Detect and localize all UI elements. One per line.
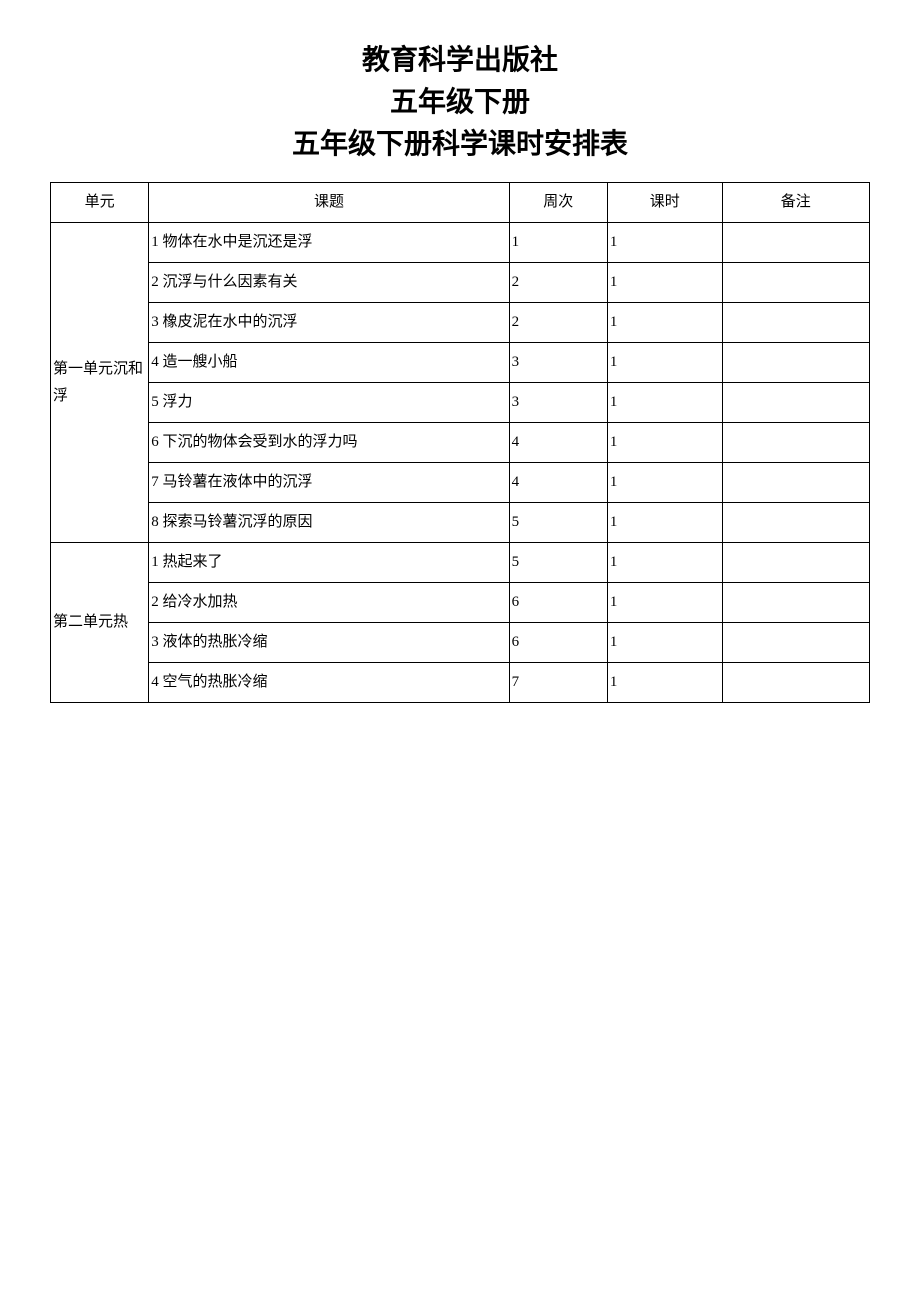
table-header-row: 单元 课题 周次 课时 备注	[51, 183, 870, 223]
topic-cell: 8 探索马铃薯沉浮的原因	[149, 503, 509, 543]
week-cell: 1	[509, 223, 607, 263]
week-cell: 4	[509, 423, 607, 463]
period-cell: 1	[607, 223, 722, 263]
title-block: 教育科学出版社 五年级下册 五年级下册科学课时安排表	[50, 40, 870, 166]
topic-cell: 4 造一艘小船	[149, 343, 509, 383]
unit-cell: 第二单元热	[51, 543, 149, 703]
table-row: 8 探索马铃薯沉浮的原因51	[51, 503, 870, 543]
table-row: 6 下沉的物体会受到水的浮力吗41	[51, 423, 870, 463]
note-cell	[722, 303, 869, 343]
note-cell	[722, 223, 869, 263]
table-row: 2 沉浮与什么因素有关21	[51, 263, 870, 303]
table-row: 3 橡皮泥在水中的沉浮21	[51, 303, 870, 343]
title-line-3: 五年级下册科学课时安排表	[50, 124, 870, 166]
period-cell: 1	[607, 543, 722, 583]
title-line-2: 五年级下册	[50, 82, 870, 124]
table-row: 第二单元热1 热起来了51	[51, 543, 870, 583]
table-body: 第一单元沉和浮1 物体在水中是沉还是浮112 沉浮与什么因素有关213 橡皮泥在…	[51, 223, 870, 703]
week-cell: 2	[509, 303, 607, 343]
table-row: 4 造一艘小船31	[51, 343, 870, 383]
week-cell: 3	[509, 383, 607, 423]
week-cell: 5	[509, 503, 607, 543]
table-row: 7 马铃薯在液体中的沉浮41	[51, 463, 870, 503]
week-cell: 3	[509, 343, 607, 383]
period-cell: 1	[607, 623, 722, 663]
note-cell	[722, 463, 869, 503]
table-row: 第一单元沉和浮1 物体在水中是沉还是浮11	[51, 223, 870, 263]
period-cell: 1	[607, 423, 722, 463]
table-row: 4 空气的热胀冷缩71	[51, 663, 870, 703]
title-line-1: 教育科学出版社	[50, 40, 870, 82]
topic-cell: 7 马铃薯在液体中的沉浮	[149, 463, 509, 503]
topic-cell: 4 空气的热胀冷缩	[149, 663, 509, 703]
period-cell: 1	[607, 303, 722, 343]
col-header-week: 周次	[509, 183, 607, 223]
note-cell	[722, 423, 869, 463]
week-cell: 7	[509, 663, 607, 703]
period-cell: 1	[607, 663, 722, 703]
topic-cell: 5 浮力	[149, 383, 509, 423]
week-cell: 2	[509, 263, 607, 303]
note-cell	[722, 543, 869, 583]
period-cell: 1	[607, 343, 722, 383]
note-cell	[722, 623, 869, 663]
week-cell: 6	[509, 583, 607, 623]
col-header-note: 备注	[722, 183, 869, 223]
period-cell: 1	[607, 583, 722, 623]
topic-cell: 3 橡皮泥在水中的沉浮	[149, 303, 509, 343]
note-cell	[722, 663, 869, 703]
topic-cell: 1 物体在水中是沉还是浮	[149, 223, 509, 263]
week-cell: 5	[509, 543, 607, 583]
note-cell	[722, 503, 869, 543]
topic-cell: 1 热起来了	[149, 543, 509, 583]
table-row: 5 浮力31	[51, 383, 870, 423]
period-cell: 1	[607, 463, 722, 503]
period-cell: 1	[607, 503, 722, 543]
schedule-table: 单元 课题 周次 课时 备注 第一单元沉和浮1 物体在水中是沉还是浮112 沉浮…	[50, 182, 870, 703]
period-cell: 1	[607, 263, 722, 303]
col-header-period: 课时	[607, 183, 722, 223]
topic-cell: 6 下沉的物体会受到水的浮力吗	[149, 423, 509, 463]
topic-cell: 3 液体的热胀冷缩	[149, 623, 509, 663]
col-header-topic: 课题	[149, 183, 509, 223]
note-cell	[722, 583, 869, 623]
note-cell	[722, 383, 869, 423]
table-row: 2 给冷水加热61	[51, 583, 870, 623]
week-cell: 6	[509, 623, 607, 663]
col-header-unit: 单元	[51, 183, 149, 223]
period-cell: 1	[607, 383, 722, 423]
unit-cell: 第一单元沉和浮	[51, 223, 149, 543]
topic-cell: 2 给冷水加热	[149, 583, 509, 623]
table-row: 3 液体的热胀冷缩61	[51, 623, 870, 663]
note-cell	[722, 263, 869, 303]
week-cell: 4	[509, 463, 607, 503]
topic-cell: 2 沉浮与什么因素有关	[149, 263, 509, 303]
note-cell	[722, 343, 869, 383]
